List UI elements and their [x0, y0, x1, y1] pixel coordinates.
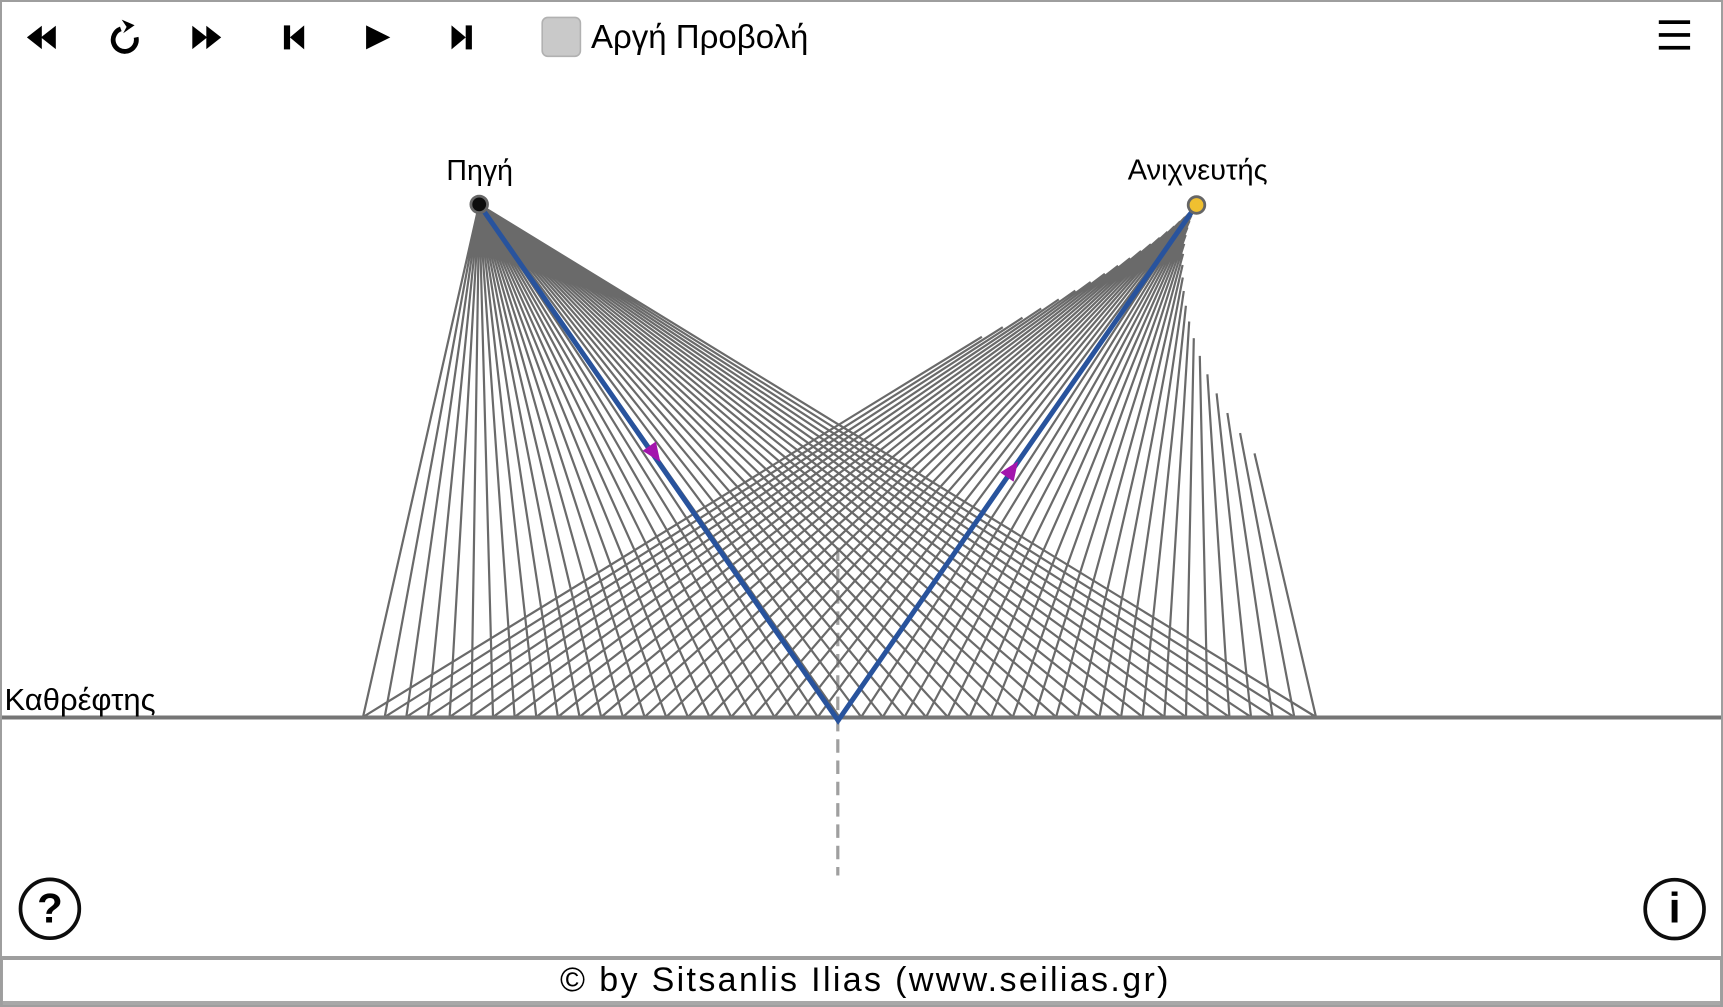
svg-text:Πηγή: Πηγή [446, 155, 513, 187]
svg-text:© by Sitsanlis Ilias (www.seil: © by Sitsanlis Ilias (www.seilias.gr) [560, 961, 1171, 999]
svg-text:Αργή Προβολή: Αργή Προβολή [591, 18, 808, 55]
svg-text:Καθρέφτης: Καθρέφτης [5, 682, 156, 717]
svg-text:i: i [1669, 885, 1681, 933]
svg-text:?: ? [37, 885, 63, 932]
svg-text:Ανιχνευτής: Ανιχνευτής [1128, 154, 1268, 186]
